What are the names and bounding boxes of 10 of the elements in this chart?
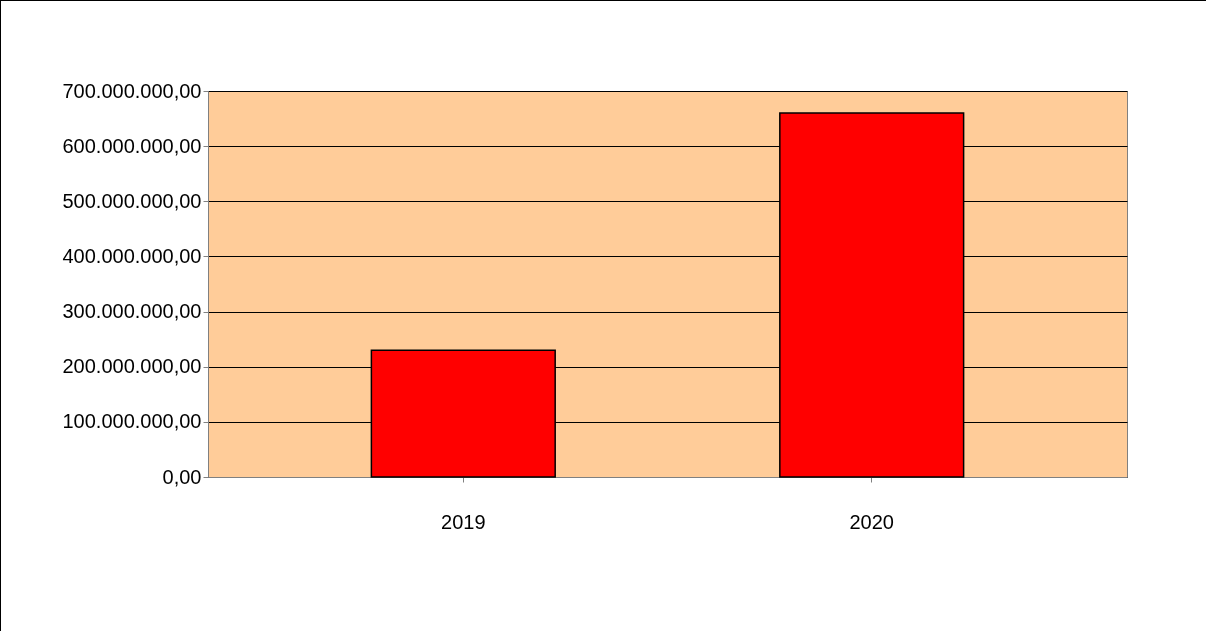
y-tick-label: 700.000.000,00 (62, 79, 202, 102)
y-tick-label: 0,00 (162, 465, 202, 488)
y-tick-label: 400.000.000,00 (62, 244, 202, 267)
y-tick-label: 200.000.000,00 (62, 355, 202, 378)
y-tick-label: 600.000.000,00 (62, 134, 202, 157)
y-tick-label: 300.000.000,00 (62, 300, 202, 323)
y-tick-label: 100.000.000,00 (62, 410, 202, 433)
x-tick-label: 2020 (849, 510, 894, 533)
x-tick-label: 2019 (441, 510, 486, 533)
y-tick-label: 500.000.000,00 (62, 189, 202, 212)
